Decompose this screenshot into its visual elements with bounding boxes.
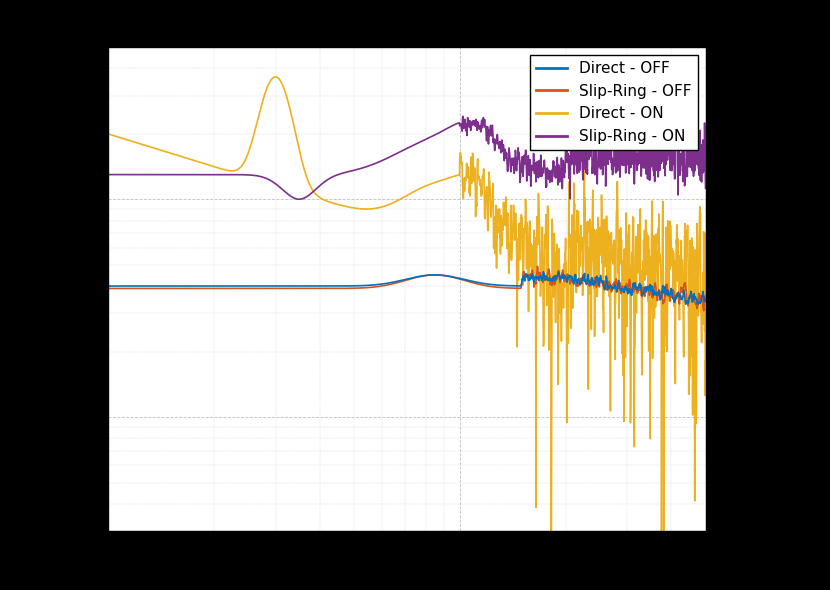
Direct - ON (378, 203, 388, 210)
Slip-Ring - OFF (701, 296, 710, 303)
Slip-Ring - OFF (103, 285, 113, 292)
Direct - ON (271, 73, 281, 80)
Line: Slip-Ring - ON: Slip-Ring - ON (108, 96, 706, 199)
Slip-Ring - OFF (393, 279, 403, 286)
Slip-Ring - OFF (683, 297, 693, 304)
Slip-Ring - OFF (134, 285, 144, 292)
Direct - OFF (684, 295, 694, 302)
Direct - ON (393, 196, 403, 204)
Slip-Ring - ON (701, 185, 710, 192)
Direct - ON (103, 130, 113, 137)
Direct - OFF (683, 300, 693, 307)
Direct - ON (134, 140, 144, 147)
Line: Direct - ON: Direct - ON (108, 77, 706, 590)
Direct - ON (683, 297, 693, 304)
Slip-Ring - ON (378, 156, 388, 163)
Slip-Ring - ON (671, 92, 681, 99)
Slip-Ring - OFF (699, 307, 709, 314)
Direct - OFF (574, 275, 583, 282)
Direct - ON (684, 391, 694, 398)
Direct - OFF (393, 277, 403, 284)
Direct - OFF (378, 280, 388, 287)
Direct - OFF (681, 301, 691, 308)
Direct - OFF (539, 268, 549, 275)
Slip-Ring - ON (134, 171, 144, 178)
Direct - OFF (701, 297, 710, 304)
Slip-Ring - ON (103, 171, 113, 178)
Slip-Ring - ON (683, 129, 693, 136)
Slip-Ring - ON (574, 159, 583, 166)
Slip-Ring - OFF (378, 283, 388, 290)
Direct - OFF (103, 283, 113, 290)
Slip-Ring - OFF (533, 263, 543, 270)
Line: Slip-Ring - OFF: Slip-Ring - OFF (108, 266, 706, 311)
Slip-Ring - OFF (574, 278, 583, 286)
Direct - ON (701, 358, 710, 365)
Slip-Ring - OFF (683, 302, 693, 309)
Legend: Direct - OFF, Slip-Ring - OFF, Direct - ON, Slip-Ring - ON: Direct - OFF, Slip-Ring - OFF, Direct - … (530, 55, 698, 150)
Slip-Ring - ON (295, 196, 305, 203)
Direct - OFF (134, 283, 144, 290)
Slip-Ring - ON (684, 153, 694, 160)
Slip-Ring - ON (393, 149, 403, 156)
Direct - ON (574, 238, 583, 245)
Line: Direct - OFF: Direct - OFF (108, 271, 706, 304)
